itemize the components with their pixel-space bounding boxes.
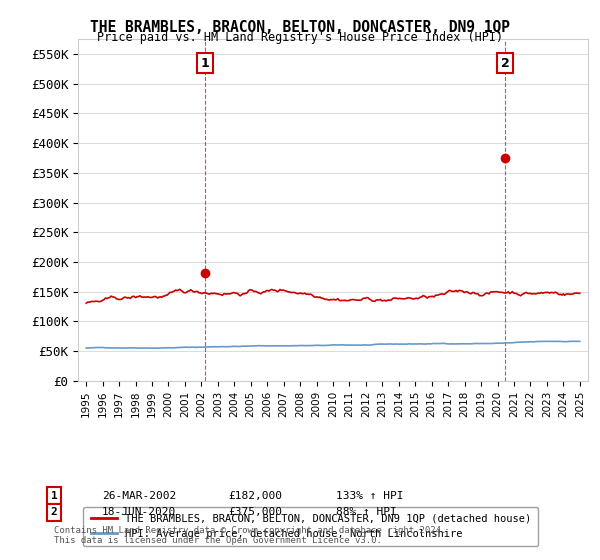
Text: 2: 2 bbox=[50, 507, 58, 517]
Text: 26-MAR-2002: 26-MAR-2002 bbox=[102, 491, 176, 501]
Text: THE BRAMBLES, BRACON, BELTON, DONCASTER, DN9 1QP: THE BRAMBLES, BRACON, BELTON, DONCASTER,… bbox=[90, 20, 510, 35]
Text: 1: 1 bbox=[201, 57, 209, 69]
Legend: THE BRAMBLES, BRACON, BELTON, DONCASTER, DN9 1QP (detached house), HPI: Average : THE BRAMBLES, BRACON, BELTON, DONCASTER,… bbox=[83, 507, 538, 547]
Text: 18-JUN-2020: 18-JUN-2020 bbox=[102, 507, 176, 517]
Text: 88% ↑ HPI: 88% ↑ HPI bbox=[336, 507, 397, 517]
Text: 133% ↑ HPI: 133% ↑ HPI bbox=[336, 491, 404, 501]
Text: This data is licensed under the Open Government Licence v3.0.: This data is licensed under the Open Gov… bbox=[54, 536, 382, 545]
Text: Contains HM Land Registry data © Crown copyright and database right 2024.: Contains HM Land Registry data © Crown c… bbox=[54, 526, 446, 535]
Text: £375,000: £375,000 bbox=[228, 507, 282, 517]
Text: Price paid vs. HM Land Registry's House Price Index (HPI): Price paid vs. HM Land Registry's House … bbox=[97, 31, 503, 44]
Text: £182,000: £182,000 bbox=[228, 491, 282, 501]
Text: 1: 1 bbox=[50, 491, 58, 501]
Text: 2: 2 bbox=[501, 57, 509, 69]
